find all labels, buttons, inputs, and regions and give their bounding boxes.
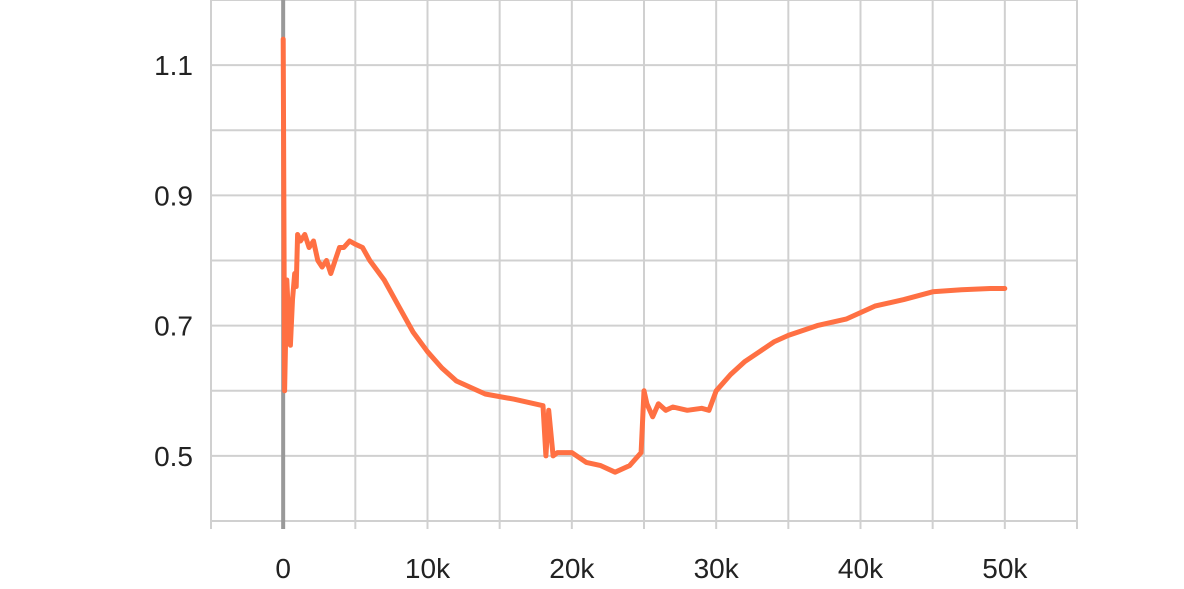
y-tick-label: 0.5 bbox=[154, 441, 193, 472]
y-tick-labels: 0.5 0.7 0.9 1.1 bbox=[154, 50, 193, 472]
x-tick-labels: 0 10k 20k 30k 40k 50k bbox=[275, 553, 1028, 584]
x-tick-label: 10k bbox=[405, 553, 451, 584]
x-gridlines bbox=[210, 0, 1078, 529]
x-tick-label: 20k bbox=[549, 553, 595, 584]
x-tick-label: 40k bbox=[838, 553, 884, 584]
series-layer bbox=[280, 36, 1008, 475]
y-tick-label: 0.9 bbox=[154, 180, 193, 211]
x-tick-label: 50k bbox=[982, 553, 1028, 584]
y-tick-label: 1.1 bbox=[154, 50, 193, 81]
series-line bbox=[280, 36, 1008, 475]
y-tick-label: 0.7 bbox=[154, 311, 193, 342]
x-tick-label: 30k bbox=[694, 553, 740, 584]
x-tick-label: 0 bbox=[275, 553, 291, 584]
